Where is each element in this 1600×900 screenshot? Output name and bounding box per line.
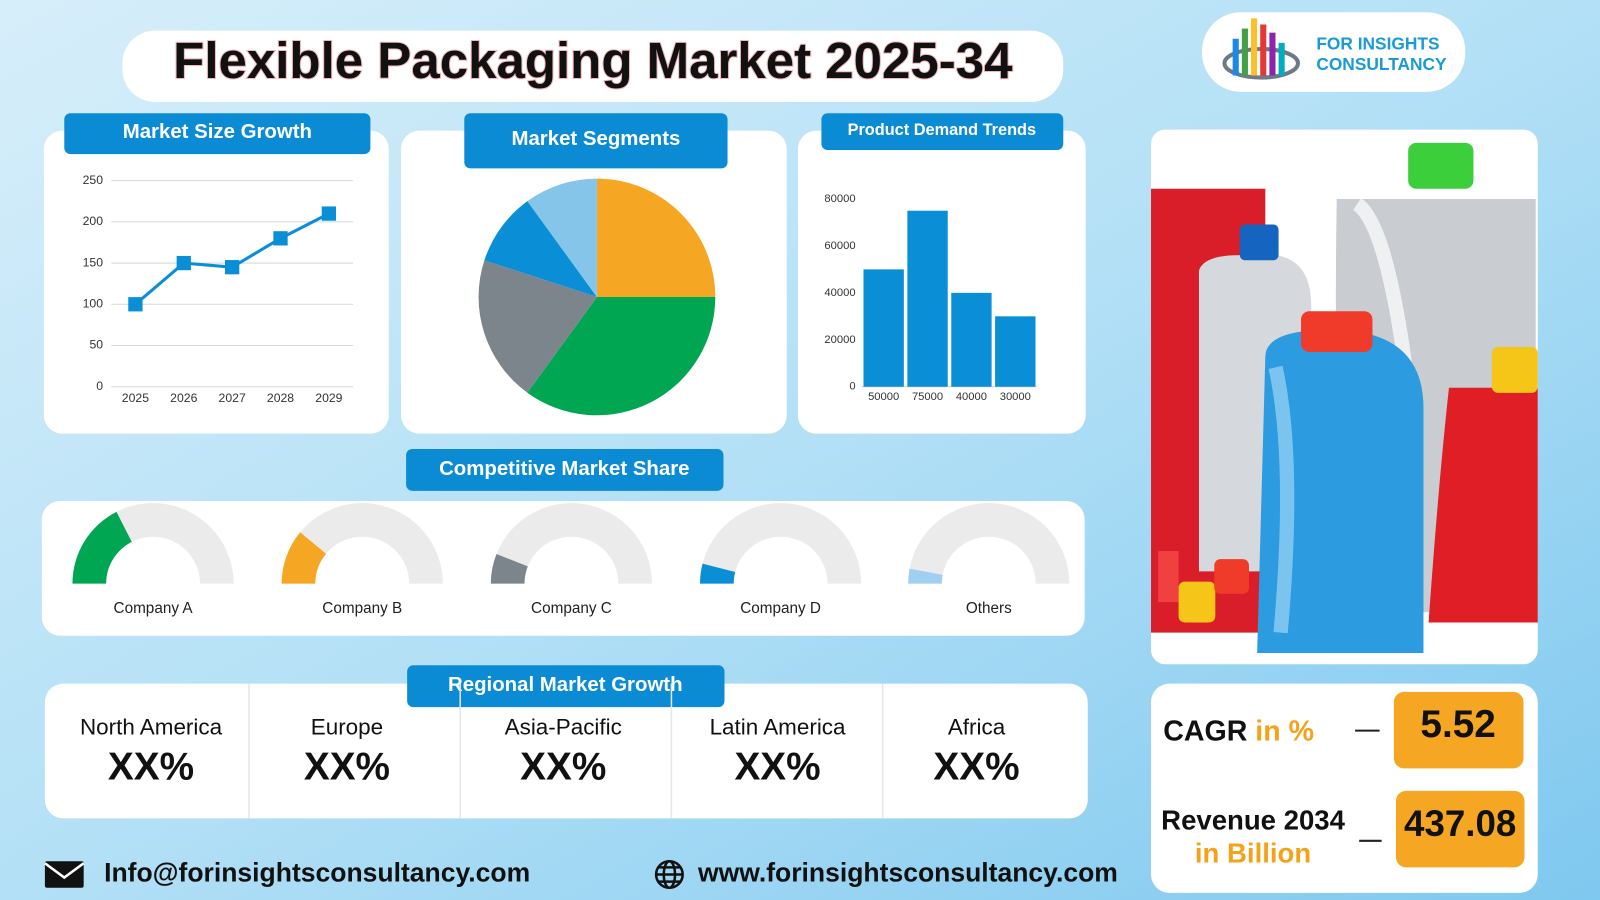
bar <box>907 210 948 387</box>
region-value: XX% <box>304 746 390 789</box>
x-tick-label: 30000 <box>1000 391 1031 403</box>
globe-icon <box>654 859 684 890</box>
x-tick-label: 2025 <box>122 391 149 405</box>
region-value: XX% <box>734 746 820 789</box>
pie-slice <box>596 178 716 297</box>
logo-box <box>1202 12 1466 92</box>
gauge-fill <box>700 563 736 584</box>
panel <box>44 683 1088 819</box>
gauge-label: Company B <box>322 600 402 617</box>
stat-label: CAGR <box>1163 715 1247 747</box>
value-box <box>1393 691 1524 769</box>
gauge-track <box>908 503 1070 584</box>
chart-title: Market Size Growth <box>123 121 312 143</box>
gauge-label: Company A <box>114 600 194 617</box>
region-value: XX% <box>520 746 606 789</box>
logo-text: FOR INSIGHTS <box>1316 33 1439 53</box>
panel <box>43 130 389 434</box>
marker <box>273 231 288 246</box>
gauge-fill <box>281 532 327 584</box>
logo-icon <box>1222 18 1300 80</box>
region-name: Africa <box>948 714 1006 739</box>
y-tick-label: 150 <box>83 255 104 269</box>
x-tick-label: 2029 <box>315 391 342 405</box>
pie-slice <box>478 260 597 393</box>
logo-text: CONSULTANCY <box>1316 54 1447 74</box>
x-tick-label: 75000 <box>912 391 943 403</box>
panel-tab <box>64 113 371 155</box>
gauge-track <box>700 503 862 584</box>
value-box <box>1395 790 1525 868</box>
region-name: Asia-Pacific <box>505 714 622 739</box>
title-box <box>122 30 1064 103</box>
panel-tab <box>406 448 724 491</box>
stat-value: 437.08 <box>1404 803 1516 844</box>
section-title: Regional Market Growth <box>448 674 683 696</box>
panel-tab <box>407 665 725 708</box>
chart-title: Market Segments <box>511 128 680 150</box>
y-tick-label: 40000 <box>824 287 855 299</box>
stat-label: Revenue 2034 <box>1161 805 1345 836</box>
x-tick-label: 2026 <box>170 391 197 405</box>
y-tick-label: 200 <box>83 214 104 228</box>
regions: North America XX% Europe XX% Asia-Pacific XX%… <box>80 683 1020 819</box>
charts: 0 50 100 150 200 250 2025 2026 2027 2028 2029 0 2000… <box>72 173 1070 617</box>
region-name: North America <box>80 714 223 739</box>
email: Info@forinsightsconsultancy.com <box>104 858 530 888</box>
x-tick-label: 40000 <box>956 391 987 403</box>
y-tick-label: 80000 <box>824 193 855 205</box>
pie-slice <box>527 178 597 297</box>
marker <box>321 206 337 221</box>
x-tick-label: 2028 <box>267 391 294 405</box>
panel-tab <box>464 113 728 169</box>
marker <box>176 255 191 271</box>
page-title: Flexible Packaging Market 2025-34 <box>173 32 1013 89</box>
x-tick-label: 50000 <box>868 391 899 403</box>
bar <box>995 316 1036 387</box>
bar <box>863 269 904 387</box>
region-name: Latin America <box>710 714 846 739</box>
email-icon <box>44 861 85 888</box>
gauge-fill <box>72 511 132 584</box>
stat-unit: in Billion <box>1195 837 1311 868</box>
y-tick-label: 0 <box>96 379 103 393</box>
y-tick-label: 60000 <box>824 240 855 252</box>
panel-tab <box>821 113 1064 150</box>
gauge-fill <box>908 568 943 584</box>
website: www.forinsightsconsultancy.com <box>697 858 1118 888</box>
stat-label: CAGR in % <box>1163 715 1314 747</box>
gauge-label: Company D <box>740 600 821 617</box>
marker <box>128 297 143 312</box>
x-tick-label: 2027 <box>219 391 246 405</box>
gauge-track <box>281 503 443 584</box>
stat-value: 5.52 <box>1420 703 1495 746</box>
marker <box>225 260 240 275</box>
y-tick-label: 50 <box>89 338 103 352</box>
y-tick-label: 0 <box>849 381 855 393</box>
gauge-fill <box>490 553 528 584</box>
y-tick-label: 250 <box>83 173 104 187</box>
stat-unit: in % <box>1255 715 1314 747</box>
product-photo <box>1151 129 1538 665</box>
pie-slice <box>527 296 716 416</box>
pie-slice <box>484 201 597 297</box>
y-tick-label: 20000 <box>824 334 855 346</box>
gauge-label: Company C <box>531 600 612 617</box>
chart-title: Product Demand Trends <box>848 121 1037 139</box>
region-name: Europe <box>311 714 383 739</box>
region-value: XX% <box>933 746 1019 789</box>
y-tick-label: 100 <box>83 297 104 311</box>
bar <box>951 292 992 387</box>
gauge-track <box>490 503 653 584</box>
region-value: XX% <box>108 746 194 789</box>
chart-title: Competitive Market Share <box>439 458 689 480</box>
gauge-label: Others <box>966 600 1012 617</box>
